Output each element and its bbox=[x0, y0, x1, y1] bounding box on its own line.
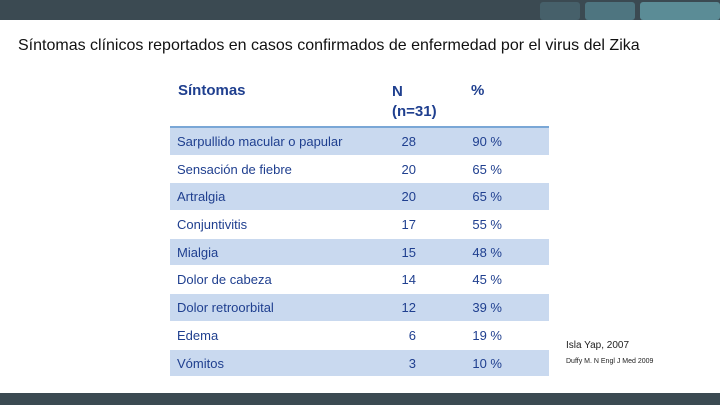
table-body: Sarpullido macular o papular 28 90 % Sensac… bbox=[170, 128, 549, 378]
cell-percent: 45 % bbox=[472, 272, 502, 288]
table-row: Dolor de cabeza 14 45 % bbox=[170, 266, 549, 295]
top-decorative-band bbox=[0, 0, 720, 20]
cell-percent: 10 % bbox=[472, 355, 502, 371]
band-decoration bbox=[640, 2, 720, 20]
cell-n: 6 bbox=[408, 327, 416, 343]
table-row: Sensación de fiebre 20 65 % bbox=[170, 155, 549, 184]
cell-n: 14 bbox=[401, 272, 416, 288]
header-percent: % bbox=[471, 82, 485, 99]
cell-symptom: Dolor retroorbital bbox=[177, 300, 274, 316]
cell-percent: 19 % bbox=[472, 327, 502, 343]
table-row: Mialgia 15 48 % bbox=[170, 238, 549, 267]
cell-percent: 39 % bbox=[472, 300, 502, 316]
cell-n: 20 bbox=[401, 189, 416, 205]
table-row: Dolor retroorbital 12 39 % bbox=[170, 294, 549, 322]
table-row: Vómitos 3 10 % bbox=[170, 349, 549, 378]
cell-symptom: Conjuntivitis bbox=[177, 217, 248, 233]
cell-symptom: Sarpullido macular o papular bbox=[177, 134, 343, 149]
table-row: Conjuntivitis 17 55 % bbox=[170, 211, 549, 239]
cell-n: 15 bbox=[401, 244, 416, 260]
source-note: Isla Yap, 2007 bbox=[566, 340, 630, 351]
band-decoration bbox=[540, 2, 580, 20]
cell-percent: 65 % bbox=[472, 189, 502, 205]
cell-n: 3 bbox=[408, 355, 416, 371]
table-header: Síntomas N (n=31) % bbox=[170, 74, 549, 128]
header-n-line1: N bbox=[392, 83, 403, 100]
header-symptoms: Síntomas bbox=[178, 82, 246, 99]
cell-percent: 90 % bbox=[472, 134, 502, 149]
cell-n: 17 bbox=[401, 217, 416, 233]
cell-symptom: Dolor de cabeza bbox=[177, 272, 272, 288]
slide-title: Síntomas clínicos reportados en casos co… bbox=[18, 37, 640, 54]
table-row: Edema 6 19 % bbox=[170, 321, 549, 350]
header-n: N (n=31) bbox=[392, 82, 437, 122]
bottom-decorative-band bbox=[0, 393, 720, 405]
table-row: Artralgia 20 65 % bbox=[170, 183, 549, 212]
cell-n: 28 bbox=[401, 134, 416, 149]
cell-symptom: Sensación de fiebre bbox=[177, 161, 292, 177]
cell-symptom: Edema bbox=[177, 327, 219, 343]
cell-symptom: Vómitos bbox=[177, 355, 224, 371]
source-citation: Duffy M. N Engl J Med 2009 bbox=[566, 358, 654, 365]
cell-percent: 55 % bbox=[472, 217, 502, 233]
cell-symptom: Artralgia bbox=[177, 189, 226, 205]
symptoms-table: Síntomas N (n=31) % Sarpullido macular o… bbox=[170, 74, 549, 378]
cell-symptom: Mialgia bbox=[177, 244, 219, 260]
header-n-line2: (n=31) bbox=[392, 103, 437, 120]
band-decoration bbox=[585, 2, 635, 20]
cell-percent: 48 % bbox=[472, 244, 502, 260]
cell-n: 20 bbox=[401, 161, 416, 177]
cell-n: 12 bbox=[401, 300, 416, 316]
cell-percent: 65 % bbox=[472, 161, 502, 177]
table-row: Sarpullido macular o papular 28 90 % bbox=[170, 128, 549, 156]
